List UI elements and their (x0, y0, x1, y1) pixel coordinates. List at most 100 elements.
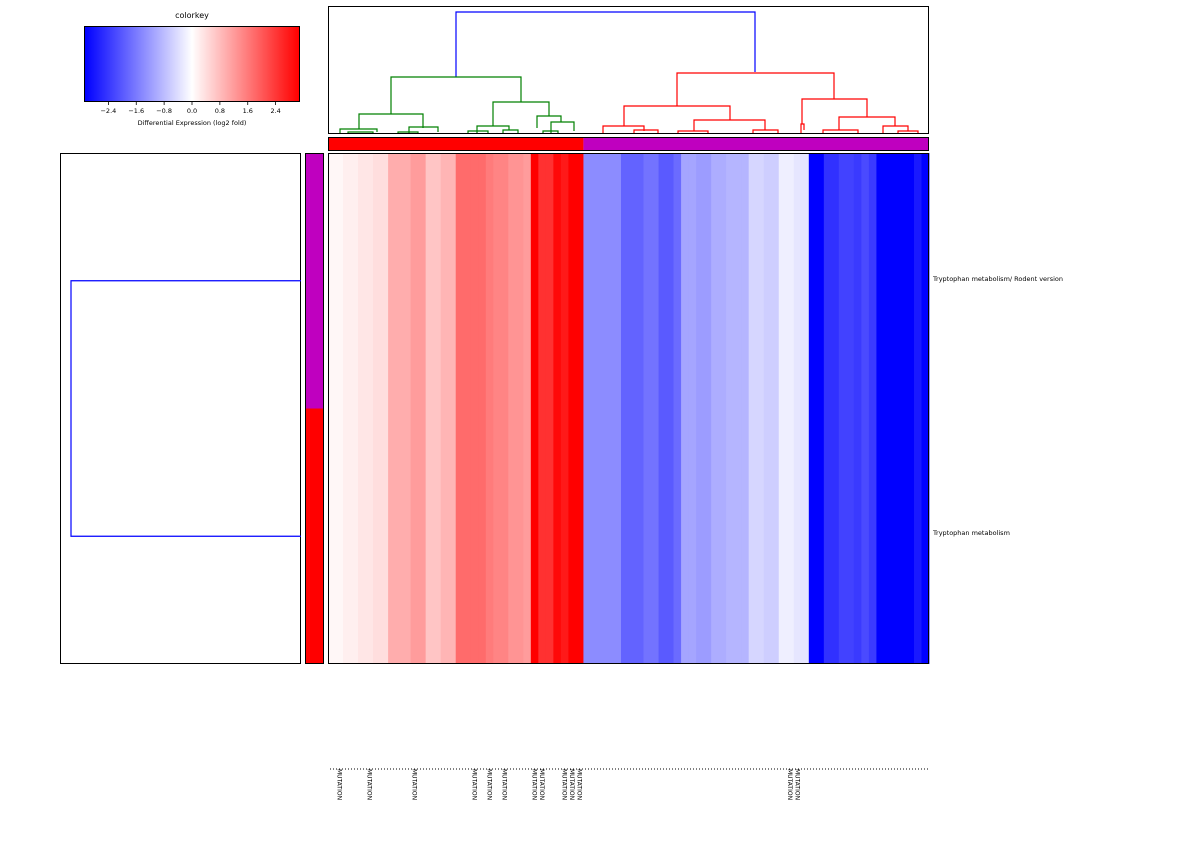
heatmap-cell-col-12 (418, 153, 427, 664)
heatmap-cell-col-51 (711, 153, 720, 664)
heatmap-cell-col-61 (786, 153, 795, 664)
column-label: MUTATION (486, 769, 493, 800)
dendrogram-link (677, 130, 709, 133)
heatmap-cell-col-16 (448, 153, 457, 664)
heatmap-cell-col-22 (493, 153, 502, 664)
column-dendrogram-border (328, 6, 929, 134)
heatmap-cell-col-77 (906, 153, 915, 664)
heatmap-cell-col-3 (350, 153, 359, 664)
dendrogram-link (408, 126, 439, 133)
heatmap-cell-col-79 (921, 153, 930, 664)
dendrogram-link (339, 128, 378, 133)
dendrogram-link (390, 76, 522, 114)
dendrogram-link (623, 105, 731, 126)
dendrogram-link (550, 121, 575, 133)
colorkey-tick-label: 1.6 (243, 107, 253, 115)
heatmap-cell-col-71 (861, 153, 870, 664)
heatmap-cell-col-24 (508, 153, 517, 664)
column-labels: MUTATION MUTATION MUTATION MUTATION MUTATION… (330, 768, 929, 800)
heatmap-cell-col-41 (636, 153, 644, 664)
heatmap-cell-col-15 (440, 153, 449, 664)
heatmap-cell-col-44 (658, 153, 667, 664)
heatmap-cell-col-11 (410, 153, 419, 664)
heatmap-cell-col-33 (575, 153, 584, 664)
heatmap-cell-col-47 (681, 153, 690, 664)
heatmap-cell-col-26 (523, 153, 532, 664)
dendrogram-link (838, 116, 896, 130)
heatmap-cell-col-40 (628, 153, 637, 664)
row-group-block-red (305, 408, 324, 664)
heatmap-cell-col-20 (478, 153, 487, 664)
column-label: MUTATION (365, 769, 372, 800)
column-label: MUTATION (470, 769, 477, 800)
heatmap-cell-col-19 (470, 153, 479, 664)
heatmap-cell-col-75 (891, 153, 900, 664)
dendrogram-link (476, 125, 510, 133)
column-group-color-bar (328, 137, 929, 151)
heatmap-cell-col-60 (778, 153, 787, 664)
row-dendrogram (60, 153, 301, 664)
dendrogram-link (347, 131, 374, 133)
dendrogram-link (492, 101, 550, 126)
heatmap-cell-col-9 (395, 153, 404, 664)
colorkey-tick-label: 0.8 (215, 107, 225, 115)
column-label: MUTATION (538, 769, 545, 800)
dendrogram-link (633, 129, 659, 133)
heatmap-cell-col-46 (673, 153, 682, 664)
heatmap-cell-col-57 (756, 153, 765, 664)
heatmap-cell-col-65 (816, 153, 825, 664)
heatmap-cell-col-76 (898, 153, 907, 664)
column-label: MUTATION (335, 769, 342, 800)
heatmap-cell-col-53 (726, 153, 735, 664)
column-group-bar-border (328, 137, 929, 151)
heatmap-cell-col-56 (748, 153, 757, 664)
heatmap-cell-col-55 (741, 153, 750, 664)
colorkey-tick-label: −0.8 (156, 107, 172, 115)
dendrogram-link (542, 130, 559, 133)
row-label-0: Tryptophan metabolism/ Rodent version (933, 275, 1064, 283)
heatmap-cell-col-5 (365, 153, 374, 664)
dendrogram-link (536, 115, 562, 128)
colorkey-axis: −2.4 −1.6 −0.8 0.0 0.8 1.6 2.4 (100, 101, 281, 115)
dendrogram-link (801, 98, 868, 124)
heatmap-cell-col-30 (553, 153, 562, 664)
heatmap-cell-col-32 (568, 153, 577, 664)
heatmap-cell-col-48 (688, 153, 697, 664)
heatmap-cell-col-4 (358, 153, 366, 664)
row-dendrogram-link (70, 280, 301, 537)
dendrogram-link (882, 125, 909, 133)
heatmap-cell-col-21 (485, 153, 494, 664)
heatmap-cell-col-42 (643, 153, 652, 664)
heatmap-cell-col-66 (823, 153, 832, 664)
column-label: MUTATION (410, 769, 417, 800)
row-dendrogram-border (60, 153, 301, 664)
column-dendrogram (328, 6, 929, 134)
heatmap-cell-col-78 (913, 153, 922, 664)
dendrogram-link (800, 123, 805, 133)
heatmap-cell-col-43 (651, 153, 659, 664)
heatmap-border (328, 153, 929, 664)
heatmap-cell-col-45 (666, 153, 674, 664)
heatmap-cell-col-28 (538, 153, 547, 664)
heatmap-cell-col-27 (530, 153, 539, 664)
colorkey-tick-label: 2.4 (270, 107, 280, 115)
heatmap-cell-col-70 (853, 153, 862, 664)
heatmap-cell-col-68 (838, 153, 847, 664)
dendrogram-link (467, 130, 489, 133)
row-group-color-bar (305, 153, 324, 664)
heatmap (328, 153, 930, 664)
dendrogram-link (602, 125, 645, 133)
colorkey-tick-label: 0.0 (187, 107, 197, 115)
dendrogram-link (455, 11, 756, 77)
dendrogram-link (822, 129, 859, 133)
heatmap-cell-col-62 (793, 153, 802, 664)
heatmap-cell-col-25 (515, 153, 524, 664)
heatmap-cell-col-10 (403, 153, 412, 664)
dendrogram-link (358, 113, 424, 129)
dendrogram-link (397, 131, 419, 133)
column-label: MUTATION (576, 769, 583, 800)
column-group-block-magenta (583, 137, 929, 151)
heatmap-cell-col-2 (343, 153, 351, 664)
heatmap-cell-col-23 (500, 153, 509, 664)
heatmap-cell-col-8 (388, 153, 397, 664)
